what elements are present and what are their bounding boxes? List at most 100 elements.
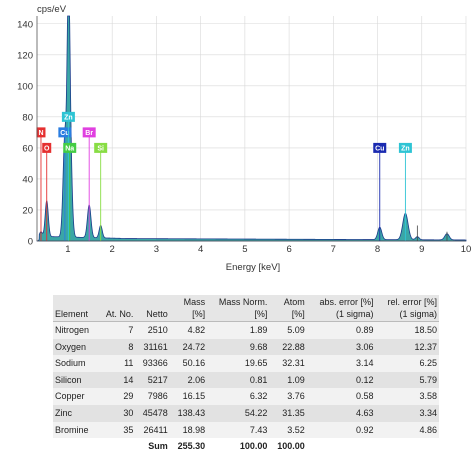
column-header-unit: (1 sigma) bbox=[399, 309, 437, 319]
marker-label: Zn bbox=[401, 145, 410, 152]
column-header-label: Mass bbox=[183, 297, 206, 307]
table-sum-row: Sum 255.30 100.00 100.00 bbox=[53, 438, 439, 455]
marker-label: Cu bbox=[375, 145, 384, 152]
table-cell: 12.37 bbox=[375, 338, 439, 356]
column-header: Atom [%] bbox=[269, 295, 307, 322]
x-tick-label: 3 bbox=[154, 244, 159, 255]
y-tick-label: 40 bbox=[22, 174, 33, 185]
sum-label: Sum bbox=[135, 438, 170, 455]
table-body: Nitrogen 7 2510 4.82 1.89 5.09 0.89 18.50 Oxygen… bbox=[53, 321, 439, 439]
table-cell: Nitrogen bbox=[53, 321, 99, 339]
table-row: Nitrogen 7 2510 4.82 1.89 5.09 0.89 18.50 bbox=[53, 321, 439, 339]
table-cell: 50.16 bbox=[169, 355, 208, 372]
table-row: Copper 29 7986 16.15 6.32 3.76 0.58 3.58 bbox=[53, 388, 439, 405]
table-cell: 0.12 bbox=[306, 371, 376, 389]
sum-atom: 100.00 bbox=[269, 438, 307, 455]
table-row: Bromine 35 26411 18.98 7.43 3.52 0.92 4.86 bbox=[53, 421, 439, 439]
marker-label-box bbox=[398, 142, 412, 153]
table-cell: 8 bbox=[98, 338, 136, 356]
eds-spectrum-chart: N Cu Zn Br O Na Si Cu Zn 0 20 40 60 80 100 120 140 1 2 3 4 5… bbox=[17, 4, 471, 273]
column-header-unit: [%] bbox=[192, 309, 206, 319]
table-cell: Oxygen bbox=[53, 338, 99, 356]
table-row: Zinc 30 45478 138.43 54.22 31.35 4.63 3.34 bbox=[53, 404, 439, 422]
table-cell: 45478 bbox=[135, 404, 170, 422]
marker-label: O bbox=[44, 145, 50, 152]
table-cell: 31161 bbox=[135, 338, 170, 356]
table-cell: 2.06 bbox=[169, 371, 208, 389]
marker-label-box bbox=[61, 111, 75, 122]
table-cell: 3.06 bbox=[306, 338, 376, 356]
table-cell: Silicon bbox=[53, 371, 99, 389]
table-cell: 3.34 bbox=[375, 404, 439, 422]
chart-axes: 0 20 40 60 80 100 120 140 1 2 3 4 5 6 7 8 9 10 bbox=[17, 16, 471, 255]
table-cell: 6.25 bbox=[375, 355, 439, 372]
x-tick-label: 2 bbox=[110, 244, 115, 255]
column-header: At. No. bbox=[98, 295, 136, 322]
element-markers: N Cu Zn Br O Na Si Cu Zn bbox=[36, 111, 448, 241]
table-cell: 2510 bbox=[135, 321, 170, 339]
x-tick-label: 4 bbox=[198, 244, 203, 255]
table-cell: 5.79 bbox=[375, 371, 439, 389]
table-row: Oxygen 8 31161 24.72 9.68 22.88 3.06 12.37 bbox=[53, 338, 439, 356]
table-cell: 54.22 bbox=[207, 404, 270, 422]
table-cell: Bromine bbox=[53, 421, 99, 439]
x-tick-label: 10 bbox=[461, 244, 472, 255]
y-tick-label: 120 bbox=[17, 50, 33, 61]
y-tick-label: 0 bbox=[28, 237, 33, 248]
x-tick-label: 6 bbox=[286, 244, 291, 255]
marker-label: Na bbox=[65, 145, 74, 152]
column-header: Mass Norm. [%] bbox=[207, 295, 270, 322]
x-tick-label: 7 bbox=[331, 244, 336, 255]
y-tick-label: 60 bbox=[22, 143, 33, 154]
table-cell: Copper bbox=[53, 388, 99, 405]
column-header-label: Element bbox=[55, 309, 89, 319]
marker-label-box bbox=[94, 142, 108, 153]
marker-label: N bbox=[38, 130, 43, 137]
table-cell: 4.86 bbox=[375, 421, 439, 439]
marker-label-box bbox=[63, 142, 77, 153]
table-cell: 22.88 bbox=[269, 338, 307, 356]
marker-label: Si bbox=[97, 145, 104, 152]
plot-area bbox=[37, 16, 466, 241]
table-cell: 29 bbox=[98, 388, 136, 405]
table-cell: 6.32 bbox=[207, 388, 270, 405]
table-cell: 31.35 bbox=[269, 404, 307, 422]
table-cell: 0.81 bbox=[207, 371, 270, 389]
marker-label-box bbox=[58, 127, 72, 138]
table-row: Sodium 11 93366 50.16 19.65 32.31 3.14 6.25 bbox=[53, 355, 439, 372]
table-cell: 0.58 bbox=[306, 388, 376, 405]
column-header: rel. error [%] (1 sigma) bbox=[375, 295, 439, 322]
table-cell: 9.68 bbox=[207, 338, 270, 356]
table-cell: 16.15 bbox=[169, 388, 208, 405]
column-header: Element bbox=[53, 295, 99, 322]
table-cell: 1.09 bbox=[269, 371, 307, 389]
table-cell: 138.43 bbox=[169, 404, 208, 422]
marker-label-box bbox=[373, 142, 387, 153]
chart-grid bbox=[37, 16, 467, 242]
x-tick-label: 9 bbox=[419, 244, 424, 255]
table-cell: 30 bbox=[98, 404, 136, 422]
table-cell: 5.09 bbox=[269, 321, 307, 339]
x-tick-label: 1 bbox=[65, 244, 70, 255]
table-cell: 7 bbox=[98, 321, 136, 339]
y-tick-label: 20 bbox=[22, 205, 33, 216]
column-header-label: rel. error [%] bbox=[387, 297, 437, 307]
sum-mass-norm: 100.00 bbox=[207, 438, 270, 455]
marker-label-box bbox=[82, 127, 96, 138]
marker-label: Br bbox=[85, 130, 93, 137]
table-cell: 14 bbox=[98, 371, 136, 389]
table-cell: 4.82 bbox=[169, 321, 208, 339]
table-cell: 0.92 bbox=[306, 421, 376, 439]
table-cell: 1.89 bbox=[207, 321, 270, 339]
table-cell: 18.98 bbox=[169, 421, 208, 439]
table-cell: 3.76 bbox=[269, 388, 307, 405]
table-cell: 18.50 bbox=[375, 321, 439, 339]
column-header: Netto bbox=[135, 295, 170, 322]
table-cell: 3.14 bbox=[306, 355, 376, 372]
table-cell: 26411 bbox=[135, 421, 170, 439]
table-cell: Sodium bbox=[53, 355, 99, 372]
column-header: abs. error [%] (1 sigma) bbox=[306, 295, 376, 322]
table-cell: 7986 bbox=[135, 388, 170, 405]
table-cell: 19.65 bbox=[207, 355, 270, 372]
column-header-unit: [%] bbox=[291, 309, 305, 319]
